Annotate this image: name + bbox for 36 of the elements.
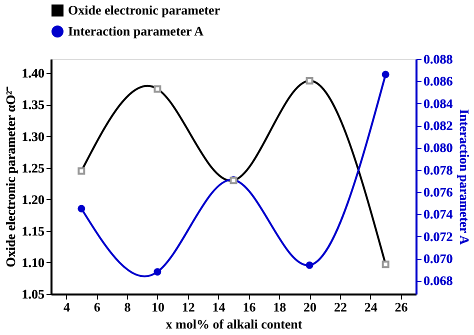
y2-tick-label: 0.086	[424, 74, 454, 89]
y-tick-label: 1.35	[22, 97, 45, 112]
x-axis-title: x mol% of alkali content	[166, 316, 303, 332]
x-tick-label: 14	[212, 300, 226, 314]
x-tick-label: 16	[242, 300, 256, 314]
x-tick-label: 18	[273, 300, 287, 314]
x-tick-label: 6	[94, 300, 101, 314]
y2-tick-label: 0.072	[424, 228, 453, 244]
y2-tick-label: 0.080	[424, 140, 453, 156]
x-tick-label: 24	[364, 300, 378, 314]
legend-label: Oxide electronic parameter	[68, 2, 220, 18]
x-tick-label: 26	[394, 300, 408, 314]
y2-tick-label: 0.084	[424, 96, 454, 111]
y-tick-label: 1.05	[22, 286, 45, 302]
x-tick-label: 10	[151, 300, 164, 314]
x-tick-label: 20	[304, 300, 317, 314]
y-tick-label: 1.40	[22, 66, 44, 81]
x-tick-label: 22	[334, 300, 347, 314]
y2-tick-label: 0.070	[424, 251, 453, 266]
x-tick-label: 8	[124, 300, 132, 314]
y2-tick-label: 0.076	[424, 184, 454, 200]
y2-tick-label: 0.068	[424, 273, 454, 288]
y-axis-title: Oxide electronic parameter αO²⁻	[2, 86, 18, 268]
x-tick-label: 12	[182, 300, 195, 314]
legend-label: Interaction parameter A	[68, 24, 204, 38]
y2-tick-label: 0.078	[424, 162, 454, 178]
y2-tick-label: 0.082	[424, 118, 453, 134]
x-tick-label: 4	[63, 300, 70, 314]
y-tick-label: 1.10	[22, 254, 44, 270]
y-tick-label: 1.25	[22, 160, 45, 176]
y2-tick-label: 0.074	[424, 206, 454, 222]
y2-axis-title: Interaction parameter A	[456, 109, 472, 246]
y-tick-label: 1.30	[22, 128, 44, 144]
y-tick-label: 1.15	[22, 223, 45, 238]
y2-tick-label: 0.088	[424, 52, 454, 66]
y-tick-label: 1.20	[22, 192, 44, 207]
